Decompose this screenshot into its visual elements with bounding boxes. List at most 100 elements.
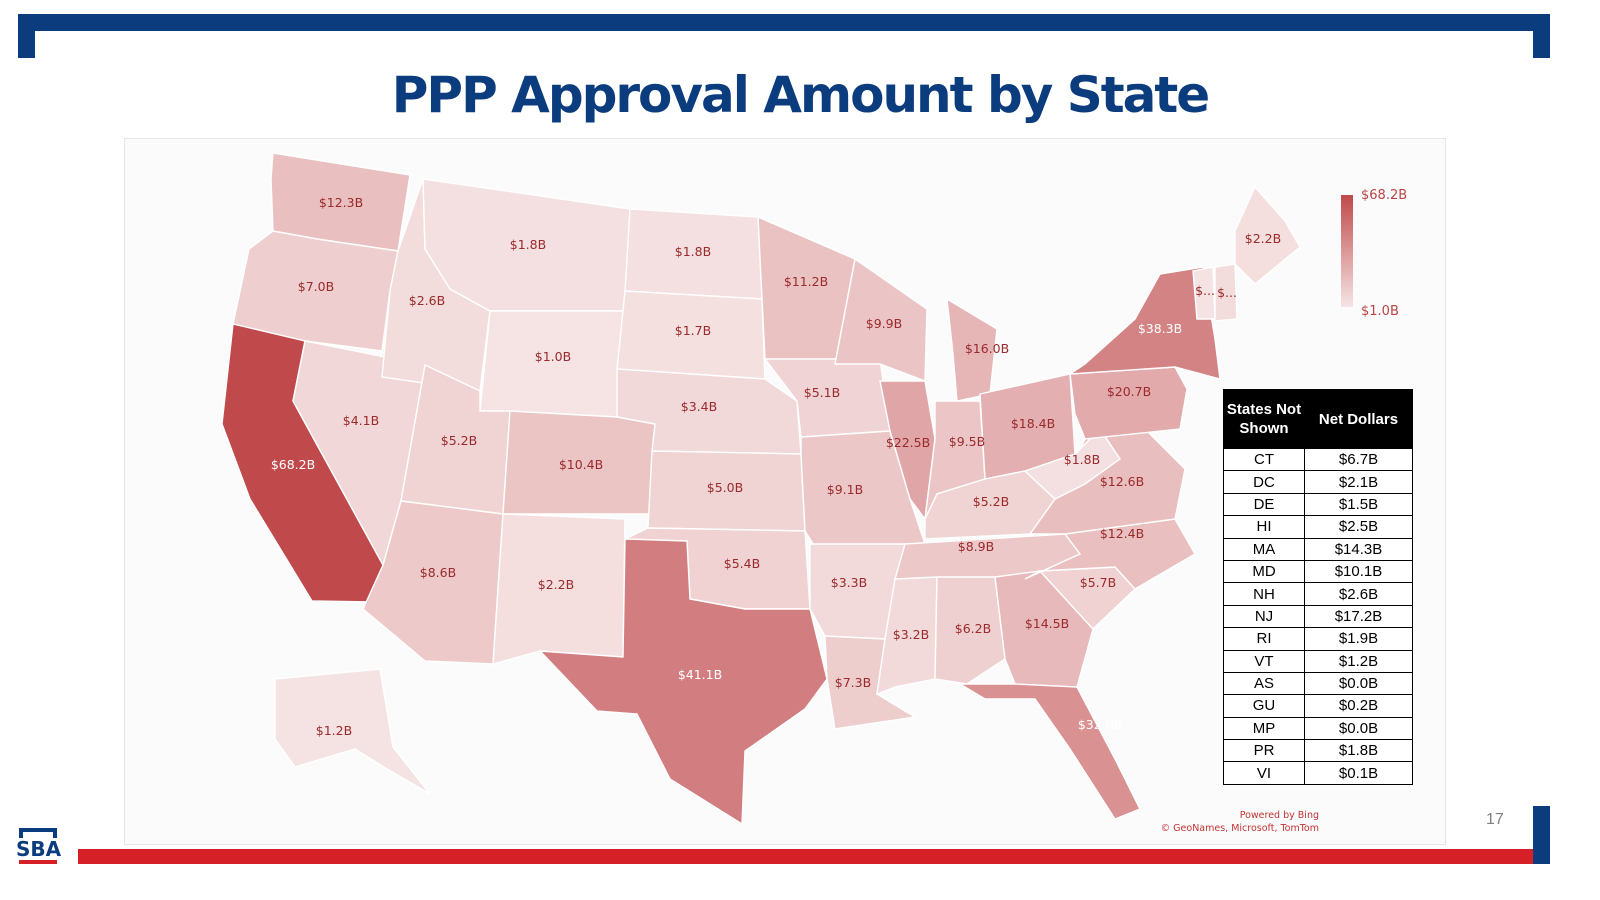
state-code: VT xyxy=(1223,649,1305,673)
state-label-al: $6.2B xyxy=(955,621,991,636)
state-label-mt: $1.8B xyxy=(510,237,546,252)
top-right-accent xyxy=(1533,14,1550,58)
state-ak[interactable] xyxy=(274,668,431,795)
state-label-mi: $16.0B xyxy=(965,341,1009,356)
table-row: AS $0.0B xyxy=(1223,671,1413,696)
state-label-mn: $11.2B xyxy=(784,274,828,289)
us-choropleth-map: $12.3B $7.0B $68.2B $4.1B $2.6B $1.8B $1.0B $5.… xyxy=(221,152,1407,834)
state-label-wv: $1.8B xyxy=(1064,452,1100,467)
state-label-or: $7.0B xyxy=(298,279,334,294)
state-label-fl: $32.0B xyxy=(1078,717,1122,732)
color-legend: $68.2B $1.0B xyxy=(1341,188,1407,319)
state-code: VI xyxy=(1223,761,1305,785)
state-label-oh: $18.4B xyxy=(1011,416,1055,431)
net-dollars: $1.5B xyxy=(1304,492,1413,517)
state-ny[interactable] xyxy=(1067,266,1221,380)
sba-logo: SBA xyxy=(16,828,62,864)
state-code: MD xyxy=(1223,559,1305,584)
state-tx[interactable] xyxy=(538,538,828,826)
state-pa[interactable] xyxy=(1069,366,1188,440)
state-label-in: $9.5B xyxy=(949,434,985,449)
state-label-ms: $3.2B xyxy=(893,627,929,642)
state-code: NJ xyxy=(1223,604,1305,629)
header-net-dollars: Net Dollars xyxy=(1304,389,1413,449)
map-credits: Powered by Bing © GeoNames, Microsoft, T… xyxy=(1161,810,1319,834)
map-frame: $12.3B $7.0B $68.2B $4.1B $2.6B $1.8B $1.0B $5.… xyxy=(124,138,1446,845)
table-header-row: States Not Shown Net Dollars xyxy=(1223,389,1413,449)
top-accent-bar xyxy=(18,14,1550,31)
state-label-vt: $... xyxy=(1195,283,1215,298)
state-nc[interactable] xyxy=(1024,518,1196,590)
state-code: PR xyxy=(1223,739,1305,763)
legend-min-label: $1.0B xyxy=(1361,304,1399,319)
table-row: GU $0.2B xyxy=(1223,694,1413,718)
table-row: HI $2.5B xyxy=(1223,515,1413,539)
state-code: DE xyxy=(1223,492,1305,517)
state-label-pa: $20.7B xyxy=(1107,384,1151,399)
state-code: GU xyxy=(1223,694,1305,718)
state-label-ny: $38.3B xyxy=(1138,321,1182,336)
state-label-id: $2.6B xyxy=(409,293,445,308)
table-body: CT $6.7B DC $2.1B DE $1.5B HI $2.5B MA $14.3B… xyxy=(1223,447,1413,785)
state-wy[interactable] xyxy=(479,310,626,418)
table-row: VT $1.2B xyxy=(1223,649,1413,673)
table-row: NH $2.6B xyxy=(1223,582,1413,606)
state-label-ok: $5.4B xyxy=(724,556,760,571)
state-label-nc: $12.4B xyxy=(1100,526,1144,541)
legend-gradient-bar xyxy=(1341,195,1353,307)
table-row: CT $6.7B xyxy=(1223,447,1413,472)
state-label-ne: $3.4B xyxy=(681,399,717,414)
net-dollars: $17.2B xyxy=(1304,604,1413,629)
state-code: AS xyxy=(1223,671,1305,696)
state-label-me: $2.2B xyxy=(1245,231,1281,246)
state-wi[interactable] xyxy=(834,257,928,383)
table-row: DE $1.5B xyxy=(1223,492,1413,517)
state-label-ga: $14.5B xyxy=(1025,616,1069,631)
state-label-mo: $9.1B xyxy=(827,482,863,497)
state-label-wi: $9.9B xyxy=(866,316,902,331)
state-label-sd: $1.7B xyxy=(675,323,711,338)
net-dollars: $0.1B xyxy=(1304,761,1413,785)
state-label-wa: $12.3B xyxy=(319,195,363,210)
net-dollars: $1.8B xyxy=(1304,739,1413,763)
state-label-nv: $4.1B xyxy=(343,413,379,428)
table-row: NJ $17.2B xyxy=(1223,604,1413,629)
state-label-la: $7.3B xyxy=(835,675,871,690)
state-fl[interactable] xyxy=(957,683,1141,820)
state-code: CT xyxy=(1223,447,1305,472)
table-row: MP $0.0B xyxy=(1223,716,1413,741)
state-label-ks: $5.0B xyxy=(707,480,743,495)
state-nh[interactable] xyxy=(1214,263,1238,322)
state-label-nh: $... xyxy=(1217,285,1237,300)
state-label-ar: $3.3B xyxy=(831,575,867,590)
net-dollars: $2.5B xyxy=(1304,515,1413,539)
state-label-wy: $1.0B xyxy=(535,349,571,364)
states-layer xyxy=(221,152,1301,826)
state-mi[interactable] xyxy=(946,297,998,402)
state-label-va: $12.6B xyxy=(1100,474,1144,489)
states-not-shown-table: States Not Shown Net Dollars CT $6.7B DC $… xyxy=(1223,389,1413,785)
header-states-not-shown: States Not Shown xyxy=(1223,389,1305,449)
net-dollars: $1.2B xyxy=(1304,649,1413,673)
state-code: RI xyxy=(1223,627,1305,651)
bottom-right-accent xyxy=(1533,806,1550,864)
net-dollars: $0.2B xyxy=(1304,694,1413,718)
slide-title: PPP Approval Amount by State xyxy=(391,66,1210,124)
net-dollars: $0.0B xyxy=(1304,671,1413,696)
state-label-az: $8.6B xyxy=(420,565,456,580)
table-row: VI $0.1B xyxy=(1223,761,1413,785)
net-dollars: $2.6B xyxy=(1304,582,1413,606)
net-dollars: $0.0B xyxy=(1304,716,1413,741)
net-dollars: $2.1B xyxy=(1304,470,1413,494)
net-dollars: $14.3B xyxy=(1304,537,1413,561)
top-left-accent xyxy=(18,14,35,58)
state-al[interactable] xyxy=(934,576,1006,685)
state-label-sc: $5.7B xyxy=(1080,575,1116,590)
state-label-nd: $1.8B xyxy=(675,244,711,259)
net-dollars: $10.1B xyxy=(1304,559,1413,584)
net-dollars: $1.9B xyxy=(1304,627,1413,651)
state-code: MA xyxy=(1223,537,1305,561)
state-label-tn: $8.9B xyxy=(958,539,994,554)
state-label-co: $10.4B xyxy=(559,457,603,472)
state-code: NH xyxy=(1223,582,1305,606)
